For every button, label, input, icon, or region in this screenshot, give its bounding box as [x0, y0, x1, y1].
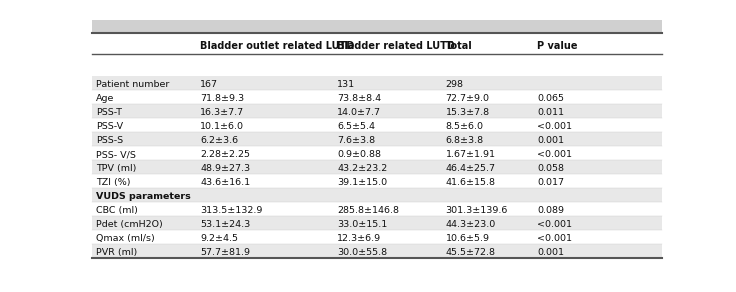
- Text: 0.011: 0.011: [537, 108, 564, 117]
- Bar: [92, 20, 662, 33]
- Text: 45.5±72.8: 45.5±72.8: [445, 248, 495, 257]
- Text: 0.9±0.88: 0.9±0.88: [337, 150, 381, 159]
- Text: PSS-S: PSS-S: [96, 136, 123, 145]
- Text: 7.6±3.8: 7.6±3.8: [337, 136, 375, 145]
- Text: 0.065: 0.065: [537, 94, 564, 103]
- Bar: [92, 118, 662, 132]
- Text: 6.8±3.8: 6.8±3.8: [445, 136, 484, 145]
- Text: 44.3±23.0: 44.3±23.0: [445, 220, 496, 229]
- Bar: [92, 33, 662, 54]
- Text: PSS- V/S: PSS- V/S: [96, 150, 136, 159]
- Text: <0.001: <0.001: [537, 234, 572, 243]
- Text: 43.6±16.1: 43.6±16.1: [200, 178, 250, 187]
- Text: 6.5±5.4: 6.5±5.4: [337, 122, 375, 131]
- Text: 14.0±7.7: 14.0±7.7: [337, 108, 381, 117]
- Text: <0.001: <0.001: [537, 150, 572, 159]
- Text: Qmax (ml/s): Qmax (ml/s): [96, 234, 155, 243]
- Text: 30.0±55.8: 30.0±55.8: [337, 248, 387, 257]
- Text: 0.089: 0.089: [537, 206, 564, 215]
- Bar: [92, 215, 662, 230]
- Bar: [92, 173, 662, 187]
- Text: 1.67±1.91: 1.67±1.91: [445, 150, 495, 159]
- Text: PVR (ml): PVR (ml): [96, 248, 137, 257]
- Text: Bladder related LUTD: Bladder related LUTD: [337, 41, 455, 51]
- Text: 41.6±15.8: 41.6±15.8: [445, 178, 495, 187]
- Text: 10.1±6.0: 10.1±6.0: [200, 122, 244, 131]
- Text: Age: Age: [96, 94, 114, 103]
- Text: VUDS parameters: VUDS parameters: [96, 192, 191, 201]
- Text: 167: 167: [200, 80, 219, 89]
- Text: 12.3±6.9: 12.3±6.9: [337, 234, 381, 243]
- Text: Patient number: Patient number: [96, 80, 169, 89]
- Text: <0.001: <0.001: [537, 220, 572, 229]
- Text: 301.3±139.6: 301.3±139.6: [445, 206, 508, 215]
- Text: PSS-T: PSS-T: [96, 108, 122, 117]
- Text: 43.2±23.2: 43.2±23.2: [337, 164, 388, 173]
- Text: 131: 131: [337, 80, 355, 89]
- Text: <0.001: <0.001: [537, 122, 572, 131]
- Text: 72.7±9.0: 72.7±9.0: [445, 94, 489, 103]
- Text: 16.3±7.7: 16.3±7.7: [200, 108, 244, 117]
- Text: 15.3±7.8: 15.3±7.8: [445, 108, 489, 117]
- Text: 73.8±8.4: 73.8±8.4: [337, 94, 381, 103]
- Text: 313.5±132.9: 313.5±132.9: [200, 206, 263, 215]
- Text: 9.2±4.5: 9.2±4.5: [200, 234, 238, 243]
- Text: 0.058: 0.058: [537, 164, 564, 173]
- Text: PSS-V: PSS-V: [96, 122, 123, 131]
- Bar: [92, 145, 662, 159]
- Text: P value: P value: [537, 41, 578, 51]
- Bar: [92, 104, 662, 118]
- Text: 2.28±2.25: 2.28±2.25: [200, 150, 250, 159]
- Bar: [92, 132, 662, 145]
- Bar: [92, 159, 662, 173]
- Text: 298: 298: [445, 80, 464, 89]
- Text: 10.6±5.9: 10.6±5.9: [445, 234, 489, 243]
- Bar: [92, 90, 662, 104]
- Text: Bladder outlet related LUTD: Bladder outlet related LUTD: [200, 41, 355, 51]
- Text: 71.8±9.3: 71.8±9.3: [200, 94, 244, 103]
- Text: Pdet (cmH2O): Pdet (cmH2O): [96, 220, 163, 229]
- Text: TZI (%): TZI (%): [96, 178, 130, 187]
- Text: 285.8±146.8: 285.8±146.8: [337, 206, 399, 215]
- Text: 6.2±3.6: 6.2±3.6: [200, 136, 238, 145]
- Text: 39.1±15.0: 39.1±15.0: [337, 178, 387, 187]
- Text: CBC (ml): CBC (ml): [96, 206, 138, 215]
- Text: Total: Total: [445, 41, 473, 51]
- Text: 8.5±6.0: 8.5±6.0: [445, 122, 484, 131]
- Bar: [92, 76, 662, 90]
- Text: 57.7±81.9: 57.7±81.9: [200, 248, 250, 257]
- Text: TPV (ml): TPV (ml): [96, 164, 136, 173]
- Text: 0.017: 0.017: [537, 178, 564, 187]
- Text: 0.001: 0.001: [537, 248, 564, 257]
- Bar: [92, 187, 662, 201]
- Text: 46.4±25.7: 46.4±25.7: [445, 164, 495, 173]
- Text: 53.1±24.3: 53.1±24.3: [200, 220, 251, 229]
- Text: 0.001: 0.001: [537, 136, 564, 145]
- Bar: [92, 201, 662, 215]
- Bar: [92, 230, 662, 244]
- Text: 48.9±27.3: 48.9±27.3: [200, 164, 250, 173]
- Text: 33.0±15.1: 33.0±15.1: [337, 220, 388, 229]
- Bar: [92, 244, 662, 258]
